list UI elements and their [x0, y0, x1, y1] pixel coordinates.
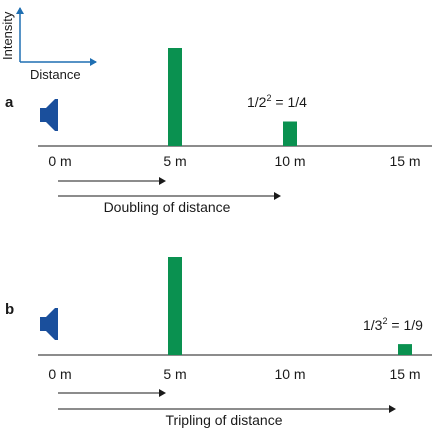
key-x-label: Distance	[30, 67, 81, 82]
formula-exponent: 2	[266, 93, 271, 103]
axes-key: Intensity Distance	[0, 7, 97, 82]
panel-letter: a	[5, 94, 14, 111]
distance-caption: Doubling of distance	[104, 199, 231, 215]
tick-label-10m: 10 m	[274, 153, 305, 169]
panel-b: b 0 m 5 m 10 m 15 m 1/32 = 1/9 Tripling …	[5, 257, 432, 428]
formula-result: = 1/4	[271, 94, 307, 110]
formula-base: 1/2	[247, 94, 267, 110]
intensity-bar-5m	[168, 257, 182, 355]
panel-a: a 0 m 5 m 10 m 15 m 1/22 = 1/4 Doubling …	[5, 48, 432, 215]
intensity-formula: 1/22 = 1/4	[247, 93, 307, 110]
distance-caption: Tripling of distance	[166, 412, 283, 428]
formula-result: = 1/9	[387, 317, 423, 333]
intensity-bar-15m	[398, 344, 412, 355]
panel-letter: b	[5, 301, 14, 318]
speaker-icon	[40, 99, 58, 131]
intensity-bar-5m	[168, 48, 182, 146]
formula-exponent: 2	[382, 316, 387, 326]
tick-label-0m: 0 m	[48, 366, 71, 382]
tick-label-15m: 15 m	[389, 153, 420, 169]
tick-label-10m: 10 m	[274, 366, 305, 382]
formula-base: 1/3	[363, 317, 383, 333]
tick-label-0m: 0 m	[48, 153, 71, 169]
key-y-label: Intensity	[0, 11, 15, 60]
intensity-bar-10m	[283, 121, 297, 146]
speaker-icon	[40, 308, 58, 340]
tick-label-15m: 15 m	[389, 366, 420, 382]
tick-label-5m: 5 m	[163, 366, 186, 382]
intensity-formula: 1/32 = 1/9	[363, 316, 423, 333]
tick-label-5m: 5 m	[163, 153, 186, 169]
